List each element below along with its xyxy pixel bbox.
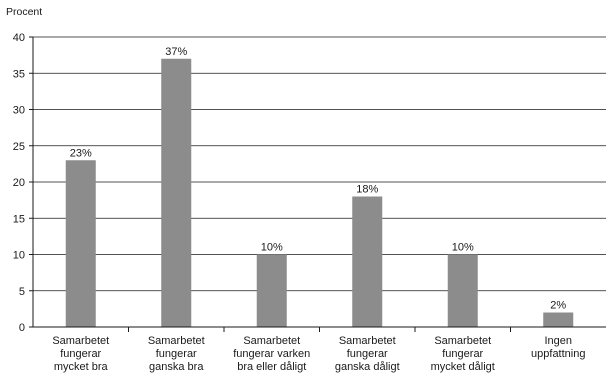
category-label-line: Samarbetet bbox=[148, 335, 205, 347]
category-label-line: Samarbetet bbox=[339, 335, 396, 347]
category-label-line: fungerar bbox=[442, 348, 483, 360]
category-label-line: fungerar bbox=[347, 348, 388, 360]
category-label-line: fungerar bbox=[60, 348, 101, 360]
y-tick-label: 30 bbox=[13, 105, 25, 117]
category-label-line: ganska bra bbox=[149, 361, 204, 373]
y-tick-label: 35 bbox=[13, 68, 25, 80]
category-label-line: Samarbetet bbox=[434, 335, 491, 347]
category-label: Ingen uppfattning bbox=[531, 335, 585, 360]
category-label-line: ganska dåligt bbox=[335, 361, 400, 373]
y-tick-label: 5 bbox=[19, 286, 25, 298]
data-label: 10% bbox=[452, 242, 474, 254]
y-tick-label: 15 bbox=[13, 213, 25, 225]
y-axis-ticks: 0 5 10 15 20 25 30 35 40 bbox=[13, 32, 33, 334]
category-label: Samarbetet fungerar varken bra eller dålig… bbox=[233, 335, 310, 373]
axes bbox=[32, 37, 606, 332]
y-tick-label: 25 bbox=[13, 141, 25, 153]
category-label: Samarbetet fungerar mycket dåligt bbox=[431, 335, 495, 373]
bar bbox=[543, 312, 574, 327]
y-tick-label: 0 bbox=[19, 322, 25, 334]
category-label-line: fungerar bbox=[156, 348, 197, 360]
y-tick-label: 20 bbox=[13, 177, 25, 189]
category-label-line: bra eller dåligt bbox=[237, 361, 306, 373]
category-label: Samarbetet fungerar ganska bra bbox=[148, 335, 205, 373]
category-label-line: uppfattning bbox=[531, 348, 585, 360]
data-label: 10% bbox=[261, 242, 283, 254]
category-label: Samarbetet fungerar ganska dåligt bbox=[335, 335, 400, 373]
category-label-line: mycket dåligt bbox=[431, 361, 495, 373]
data-label: 37% bbox=[165, 46, 187, 58]
bar bbox=[447, 254, 478, 327]
bars: 23% 37% 10% 18% 10% 2% bbox=[65, 46, 574, 327]
category-label-line: fungerar varken bbox=[233, 348, 310, 360]
category-label-line: Samarbetet bbox=[52, 335, 109, 347]
y-tick-label: 40 bbox=[13, 32, 25, 44]
bar bbox=[65, 160, 96, 327]
data-label: 2% bbox=[550, 300, 566, 312]
category-label: Samarbetet fungerar mycket bra bbox=[52, 335, 109, 373]
y-tick-label: 10 bbox=[13, 250, 25, 262]
gridlines bbox=[33, 36, 606, 292]
y-axis-title: Procent bbox=[6, 6, 42, 18]
bar bbox=[352, 196, 383, 327]
data-label: 23% bbox=[70, 147, 92, 159]
bar bbox=[256, 254, 287, 327]
bar bbox=[161, 58, 192, 327]
data-label: 18% bbox=[356, 184, 378, 196]
category-label-line: Ingen bbox=[544, 335, 572, 347]
category-label-line: mycket bra bbox=[54, 361, 109, 373]
category-label-line: Samarbetet bbox=[243, 335, 300, 347]
